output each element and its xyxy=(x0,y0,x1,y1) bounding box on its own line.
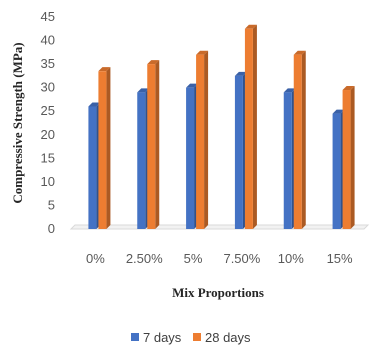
bar-group xyxy=(137,60,160,229)
bar xyxy=(244,24,257,230)
y-tick-label: 0 xyxy=(48,221,55,236)
legend-swatch xyxy=(193,333,201,341)
y-tick-label: 45 xyxy=(41,9,55,24)
bar-front xyxy=(332,113,341,229)
x-tick-label: 10% xyxy=(278,251,304,266)
bar-top xyxy=(283,88,296,93)
bar-top xyxy=(186,83,199,88)
legend-item: 28 days xyxy=(193,330,251,345)
bar-top xyxy=(234,71,247,76)
bar-front xyxy=(196,54,205,229)
x-tick-label: 2.50% xyxy=(126,251,163,266)
bar-side xyxy=(301,50,306,229)
y-tick-label: 25 xyxy=(41,103,55,118)
bar-front xyxy=(234,75,243,229)
legend: 7 days 28 days xyxy=(131,330,251,345)
x-tick-label: 15% xyxy=(327,251,353,266)
legend-label: 28 days xyxy=(205,330,251,345)
y-tick-label: 40 xyxy=(41,33,55,48)
y-tick-label: 10 xyxy=(41,174,55,189)
x-tick-label: 0% xyxy=(86,251,105,266)
x-axis-title: Mix Proportions xyxy=(172,285,264,300)
bar-side xyxy=(155,60,160,229)
bar-front xyxy=(293,54,302,229)
legend-label: 7 days xyxy=(143,330,182,345)
y-tick-label: 15 xyxy=(41,150,55,165)
bar-group xyxy=(332,86,355,230)
bar-front xyxy=(98,71,107,229)
x-tick-labels: 0% 2.50% 5% 7.50% 10% 15% xyxy=(86,251,353,266)
bar-layer xyxy=(88,24,355,230)
x-tick-label: 7.50% xyxy=(223,251,260,266)
y-tick-label: 20 xyxy=(41,127,55,142)
bar-top xyxy=(244,24,257,29)
bar xyxy=(98,67,111,229)
bar-top xyxy=(293,50,306,55)
bar-group xyxy=(234,24,257,230)
bar-top xyxy=(196,50,209,55)
bar-front xyxy=(244,28,253,230)
bar-side xyxy=(252,24,257,230)
bar-front xyxy=(137,92,146,229)
y-tick-label: 5 xyxy=(48,197,55,212)
bar-group xyxy=(186,50,209,230)
chart-floor xyxy=(69,224,370,230)
bar-side xyxy=(204,50,209,229)
legend-swatch xyxy=(131,333,139,341)
legend-item: 7 days xyxy=(131,330,182,345)
y-axis-title: Compressive Strength (MPa) xyxy=(10,42,25,203)
bar-front xyxy=(88,106,97,229)
bar xyxy=(293,50,306,229)
bar-top xyxy=(137,88,150,93)
bar xyxy=(196,50,209,229)
bar-side xyxy=(350,86,355,230)
y-tick-label: 35 xyxy=(41,56,55,71)
bar-front xyxy=(147,64,156,229)
bar-top xyxy=(88,102,101,107)
bar-front xyxy=(283,92,292,229)
y-tick-labels: 0 5 10 15 20 25 30 35 40 45 xyxy=(41,9,55,236)
bar-front xyxy=(342,90,351,230)
bar xyxy=(342,86,355,230)
y-tick-label: 30 xyxy=(41,80,55,95)
x-tick-label: 5% xyxy=(184,251,203,266)
bar-group xyxy=(88,67,111,229)
bar-group xyxy=(283,50,306,229)
bar-top xyxy=(332,109,345,114)
bar-front xyxy=(186,87,195,230)
bar-top xyxy=(342,86,355,91)
bar-top xyxy=(98,67,111,72)
axis-layer xyxy=(69,224,370,230)
bar-top xyxy=(147,60,160,65)
bar xyxy=(147,60,160,229)
bar-side xyxy=(106,67,111,229)
